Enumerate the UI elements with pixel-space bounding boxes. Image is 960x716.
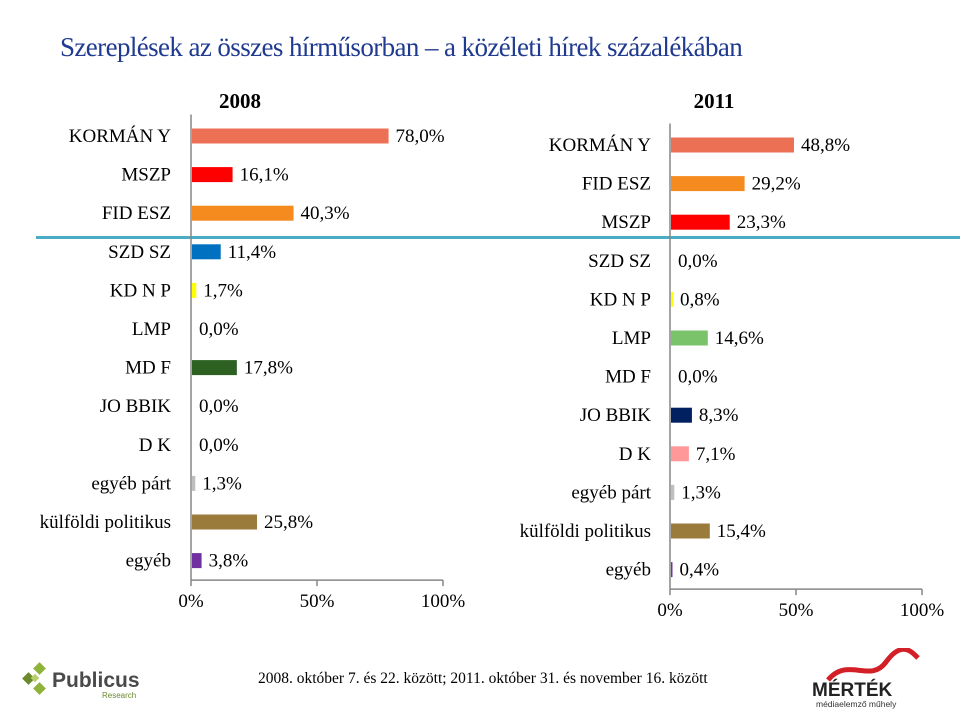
- bar: [671, 484, 675, 500]
- x-tick-label: 100%: [900, 600, 945, 621]
- data-label: 16,1%: [240, 165, 289, 186]
- bar: [192, 167, 233, 183]
- x-tick-label: 0%: [178, 591, 204, 612]
- bar: [671, 446, 689, 462]
- data-label: 48,8%: [801, 135, 850, 156]
- bar: [671, 291, 674, 307]
- x-tick-label: 0%: [657, 600, 683, 621]
- category-label: MSZP: [601, 212, 651, 233]
- chart-title-1: 2011: [694, 89, 735, 113]
- bar: [671, 137, 794, 153]
- publicus-logo: Publicus Research: [22, 662, 140, 700]
- data-label: 8,3%: [699, 405, 739, 426]
- category-label: MD F: [605, 367, 651, 388]
- data-label: 0,8%: [680, 289, 720, 310]
- category-label: LMP: [612, 328, 651, 349]
- category-label: egyéb: [126, 551, 171, 572]
- bar: [671, 330, 708, 346]
- bar: [192, 360, 237, 376]
- data-label: 0,4%: [680, 560, 720, 581]
- data-label: 25,8%: [264, 512, 313, 533]
- category-label: KD N P: [590, 289, 651, 310]
- data-label: 0,0%: [199, 435, 239, 456]
- data-label: 0,0%: [199, 319, 239, 340]
- category-label: MD F: [125, 358, 171, 379]
- category-label: D K: [139, 435, 171, 456]
- data-label: 0,0%: [678, 251, 718, 272]
- data-label: 0,0%: [678, 367, 718, 388]
- data-label: 1,7%: [203, 280, 243, 301]
- category-label: egyéb párt: [91, 473, 171, 494]
- publicus-logo-subtext: Research: [102, 691, 136, 700]
- bar: [192, 244, 221, 260]
- data-label: 14,6%: [715, 328, 764, 349]
- category-label: FID ESZ: [102, 203, 171, 224]
- data-label: 23,3%: [737, 212, 786, 233]
- mertek-logo: MÉRTÉK médiaelemző műhely: [812, 648, 920, 709]
- category-label: egyéb: [606, 560, 651, 581]
- bar: [671, 523, 710, 539]
- category-label: külföldi politikus: [40, 512, 171, 533]
- bar: [192, 553, 202, 569]
- data-label: 78,0%: [396, 126, 445, 147]
- bar-charts: 2008 0% 50% 100% KORMÁN Y 78,0% MSZP 16,1% FID E…: [40, 89, 945, 621]
- mertek-ribbon-icon: [826, 648, 920, 682]
- title-underline: [36, 236, 960, 239]
- category-label: SZD SZ: [588, 251, 651, 272]
- bar: [192, 282, 197, 298]
- mertek-logo-subtext: médiaelemző műhely: [816, 699, 897, 709]
- chart-title-0: 2008: [219, 89, 261, 113]
- category-label: FID ESZ: [582, 174, 651, 195]
- x-tick-label: 50%: [779, 600, 814, 621]
- footer-note: 2008. október 7. és 22. között; 2011. ok…: [258, 670, 708, 687]
- data-label: 15,4%: [717, 521, 766, 542]
- bar: [671, 562, 673, 578]
- bar: [192, 205, 294, 221]
- data-label: 17,8%: [244, 358, 293, 379]
- category-label: LMP: [132, 319, 171, 340]
- bar: [671, 407, 692, 423]
- x-tick-label: 50%: [300, 591, 335, 612]
- category-label: D K: [619, 444, 651, 465]
- x-tick-label: 100%: [421, 591, 466, 612]
- data-label: 40,3%: [301, 203, 350, 224]
- data-label: 1,3%: [202, 473, 242, 494]
- bar: [192, 128, 389, 144]
- mertek-logo-text: MÉRTÉK: [812, 679, 893, 701]
- category-label: külföldi politikus: [520, 521, 651, 542]
- bar: [671, 214, 730, 230]
- category-label: KD N P: [110, 280, 171, 301]
- category-label: egyéb párt: [571, 482, 651, 503]
- data-label: 0,0%: [199, 396, 239, 417]
- data-label: 29,2%: [752, 174, 801, 195]
- category-label: KORMÁN Y: [549, 134, 651, 156]
- bar: [192, 514, 258, 530]
- category-label: KORMÁN Y: [69, 125, 171, 147]
- category-label: MSZP: [121, 165, 171, 186]
- category-label: SZD SZ: [108, 242, 171, 263]
- data-label: 1,3%: [681, 482, 721, 503]
- data-label: 11,4%: [228, 242, 277, 263]
- bar: [192, 475, 196, 491]
- data-label: 3,8%: [209, 551, 249, 572]
- page-title: Szereplések az összes hírműsorban – a kö…: [60, 32, 743, 62]
- category-label: JO BBIK: [100, 396, 172, 417]
- publicus-logo-text: Publicus: [52, 669, 140, 692]
- bar: [671, 176, 745, 192]
- category-label: JO BBIK: [580, 405, 652, 426]
- data-label: 7,1%: [696, 444, 736, 465]
- publicus-diamond-icon: [22, 662, 46, 695]
